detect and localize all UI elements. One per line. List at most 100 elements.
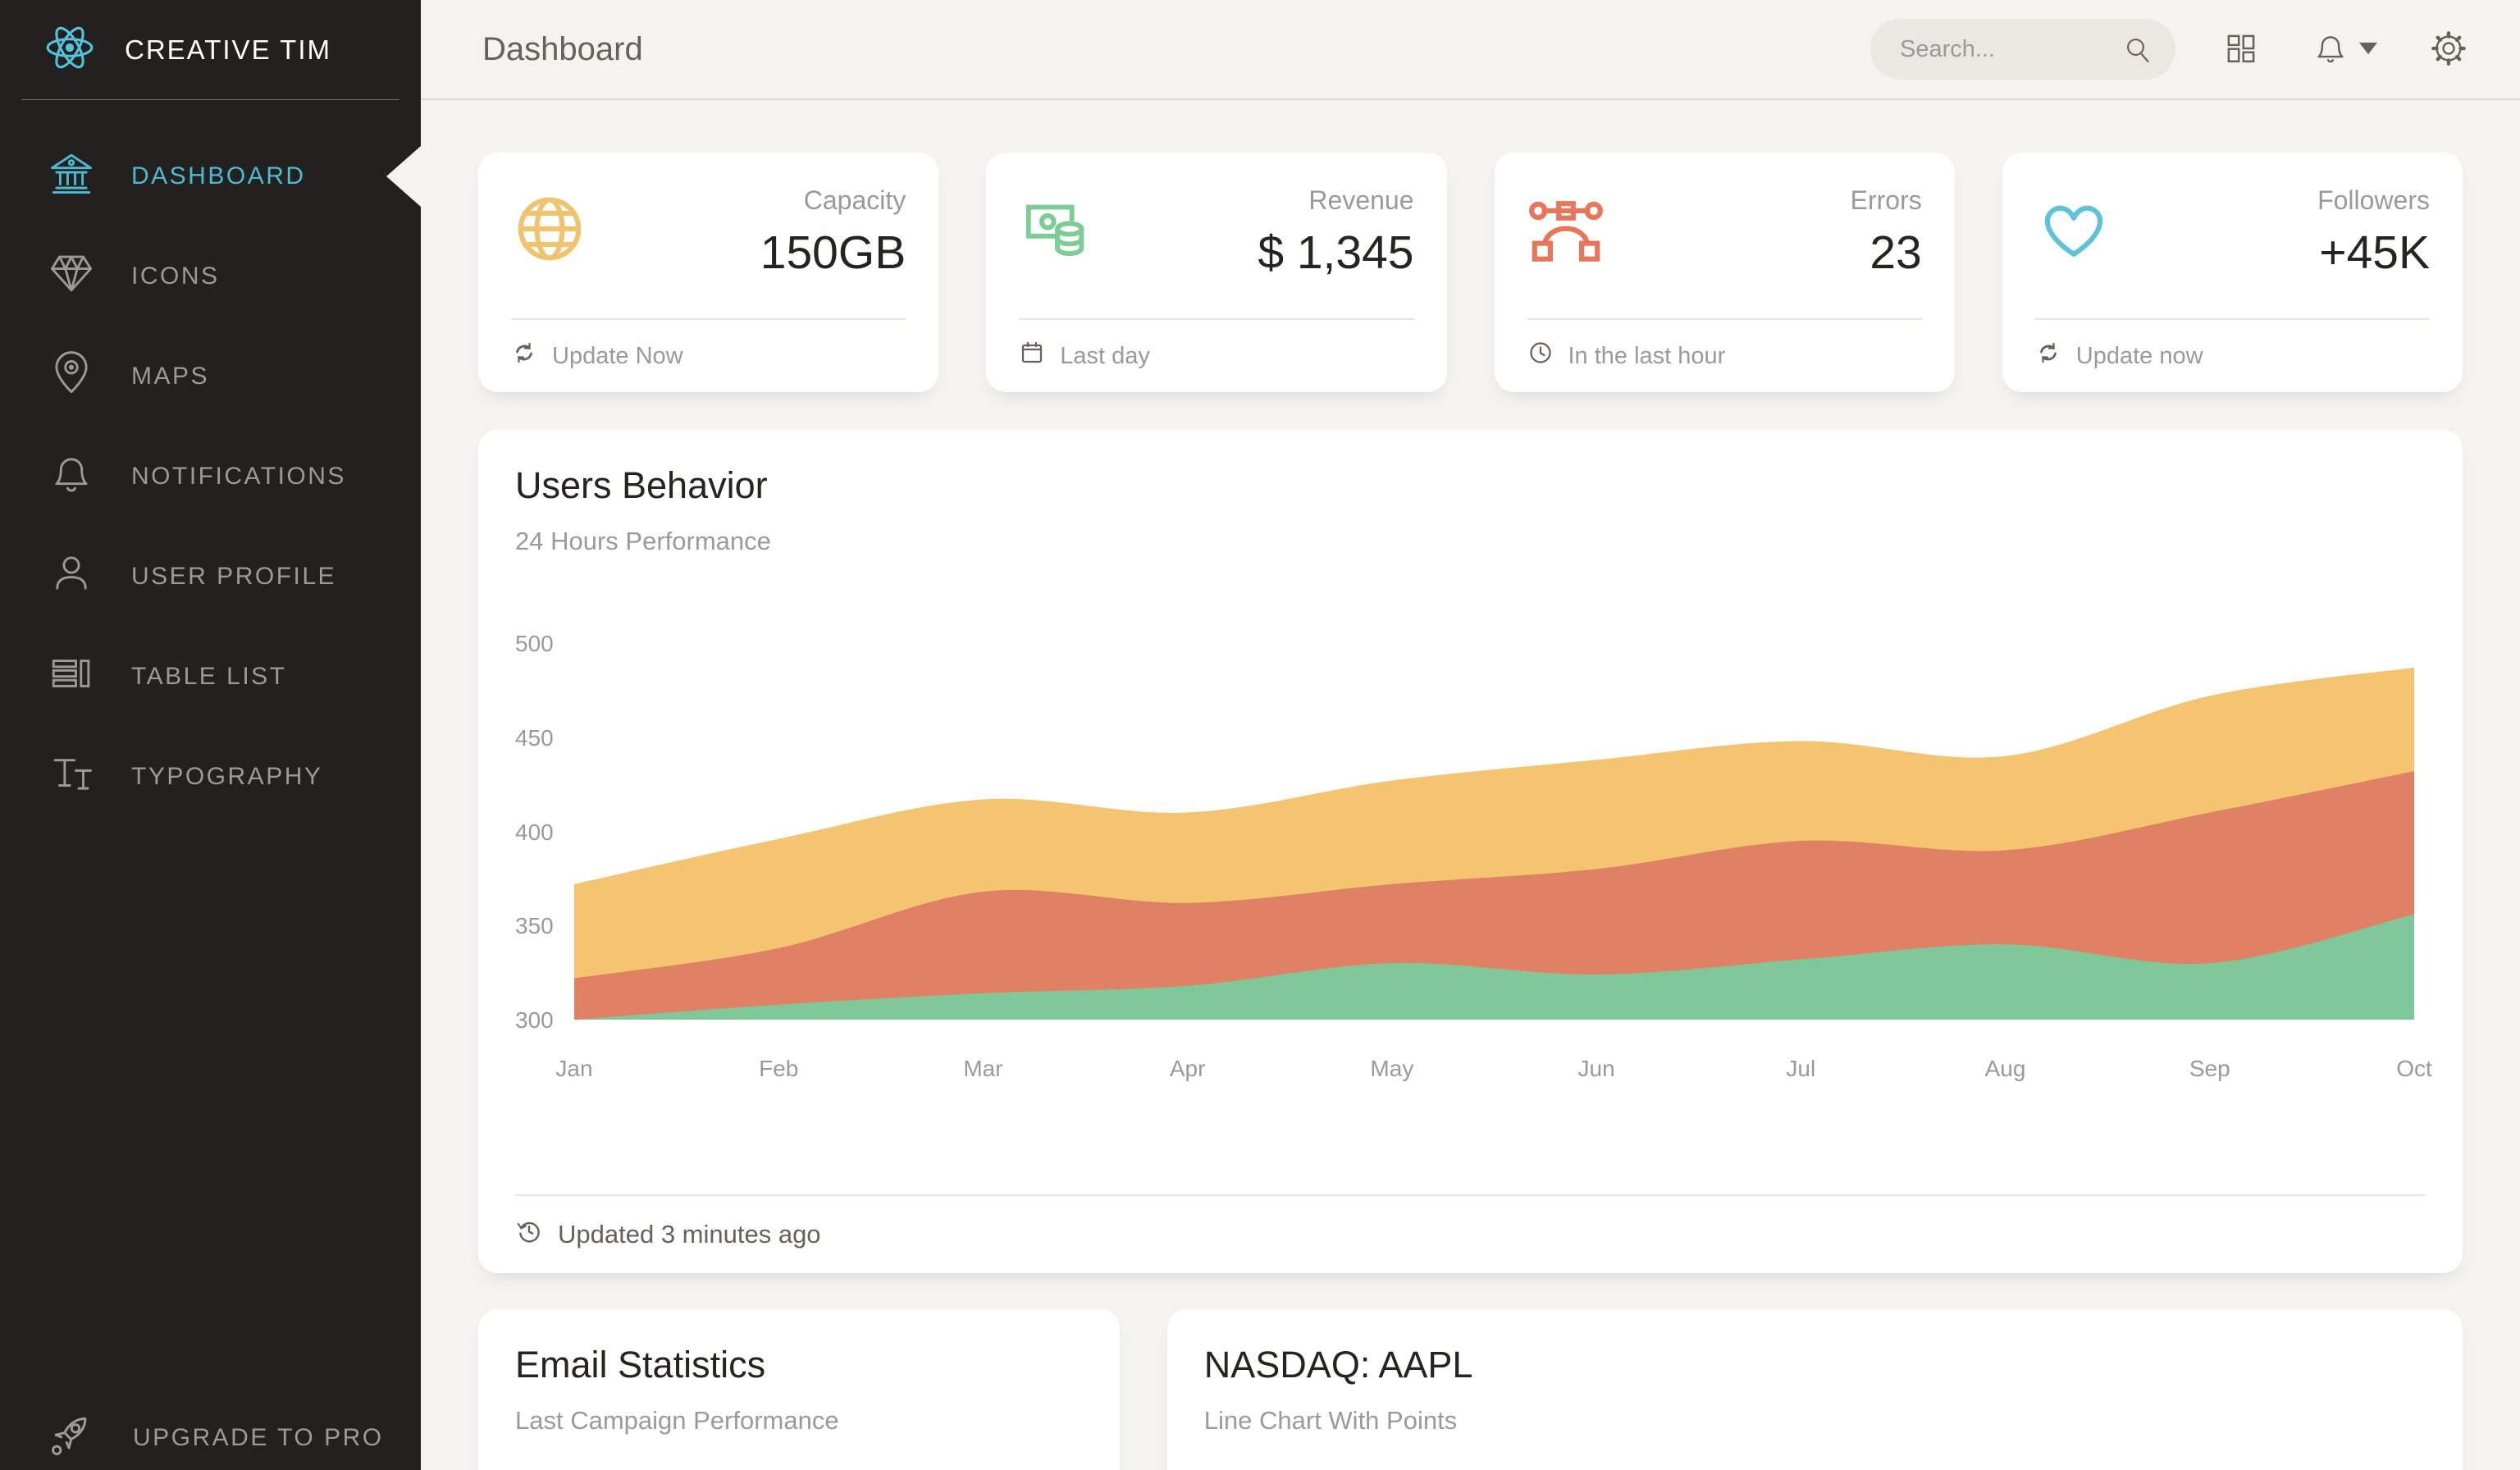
divider bbox=[1527, 318, 1922, 320]
notifications-button[interactable] bbox=[2307, 25, 2382, 75]
sidebar-item-maps[interactable]: MAPS bbox=[0, 326, 421, 427]
sidebar-item-label: TABLE LIST bbox=[131, 663, 287, 690]
bell-icon bbox=[2312, 30, 2349, 70]
x-axis-tick: Aug bbox=[1984, 1056, 2026, 1081]
search-input-wrap bbox=[1870, 19, 2175, 80]
stat-footer: In the last hour bbox=[1527, 320, 1922, 372]
chart-footer: Updated 3 minutes ago bbox=[515, 1196, 2426, 1252]
y-axis-tick: 500 bbox=[515, 631, 554, 656]
heart-icon bbox=[2035, 180, 2134, 318]
bank-icon bbox=[48, 149, 95, 203]
x-axis-tick: Jul bbox=[1786, 1056, 1816, 1081]
email-statistics-subtitle: Last Campaign Performance bbox=[515, 1406, 839, 1435]
y-axis-tick: 300 bbox=[515, 1007, 554, 1033]
stat-card-errors: Errors 23 In the last hour bbox=[1494, 153, 1955, 392]
settings-gear-button[interactable] bbox=[2425, 25, 2472, 75]
upgrade-to-pro-button[interactable]: UPGRADE TO PRO bbox=[0, 1388, 421, 1470]
stat-value: $ 1,345 bbox=[1258, 226, 1414, 279]
stat-card-capacity: Capacity 150GB Update Now bbox=[478, 153, 939, 392]
stat-label: Capacity bbox=[803, 185, 906, 215]
search-input[interactable] bbox=[1870, 19, 2175, 80]
map-pin-icon bbox=[48, 349, 95, 404]
top-navbar: Dashboard bbox=[421, 0, 2520, 100]
stat-footer: Last day bbox=[1019, 320, 1413, 372]
react-logo-icon bbox=[43, 21, 97, 79]
user-icon bbox=[48, 550, 95, 604]
nasdaq-card: NASDAQ: AAPL Line Chart With Points 70 bbox=[1166, 1309, 2463, 1470]
email-statistics-card: Email Statistics Last Campaign Performan… bbox=[478, 1309, 1120, 1470]
nasdaq-title: NASDAQ: AAPL bbox=[1203, 1344, 1473, 1386]
stat-label: Revenue bbox=[1308, 185, 1414, 215]
bottom-row: Email Statistics Last Campaign Performan… bbox=[478, 1309, 2463, 1470]
sidebar-item-dashboard[interactable]: DASHBOARD bbox=[0, 126, 421, 226]
rocket-icon bbox=[48, 1410, 97, 1466]
divider bbox=[511, 318, 906, 320]
upgrade-label: UPGRADE TO PRO bbox=[133, 1424, 384, 1451]
layout-grid-button[interactable] bbox=[2218, 25, 2264, 74]
sidebar-item-label: DASHBOARD bbox=[131, 162, 306, 189]
stat-value: +45K bbox=[2319, 226, 2430, 279]
sidebar-item-label: ICONS bbox=[131, 262, 220, 290]
stat-footer-text: Update now bbox=[2075, 342, 2203, 369]
sidebar-item-user-profile[interactable]: USER PROFILE bbox=[0, 527, 421, 627]
stat-card-revenue: Revenue $ 1,345 Last day bbox=[986, 153, 1447, 392]
sidebar-item-table-list[interactable]: TABLE LIST bbox=[0, 627, 421, 727]
list-icon bbox=[48, 650, 95, 704]
sidebar-item-notifications[interactable]: NOTIFICATIONS bbox=[0, 427, 421, 527]
x-axis-tick: Mar bbox=[963, 1056, 1003, 1081]
search-icon bbox=[2121, 33, 2154, 70]
sidebar-divider bbox=[21, 99, 399, 100]
stat-footer-text: Last day bbox=[1060, 342, 1150, 369]
page-title: Dashboard bbox=[482, 30, 643, 67]
bell-icon bbox=[48, 450, 95, 504]
stats-row: Capacity 150GB Update Now bbox=[478, 153, 2463, 392]
x-axis-tick: Sep bbox=[2189, 1056, 2230, 1081]
sidebar: CREATIVE TIM DASHBOARD ICONS bbox=[0, 0, 421, 1470]
divider bbox=[1019, 318, 1414, 320]
x-axis-tick: Jan bbox=[555, 1056, 593, 1081]
layout-grid-icon bbox=[2223, 30, 2259, 69]
sidebar-item-typography[interactable]: TYPOGRAPHY bbox=[0, 727, 421, 827]
x-axis-tick: Apr bbox=[1169, 1056, 1206, 1081]
divider bbox=[515, 1194, 2426, 1196]
nasdaq-plot bbox=[1255, 1449, 2426, 1470]
money-icon bbox=[1019, 180, 1117, 318]
calendar-icon bbox=[1019, 340, 1045, 372]
y-axis-tick: 450 bbox=[515, 724, 554, 751]
stat-card-followers: Followers +45K Update now bbox=[2002, 153, 2463, 392]
typography-icon bbox=[48, 750, 95, 804]
stat-footer-text: Update Now bbox=[552, 342, 683, 369]
caret-down-icon bbox=[2359, 42, 2377, 57]
refresh-icon bbox=[2035, 340, 2061, 372]
x-axis-tick: May bbox=[1370, 1056, 1414, 1081]
sidebar-brand[interactable]: CREATIVE TIM bbox=[0, 0, 421, 99]
stat-value: 150GB bbox=[760, 226, 906, 279]
sidebar-item-icons[interactable]: ICONS bbox=[0, 226, 421, 326]
users-behavior-chart: 500 450 400 350 300 Jan Feb Mar Apr May Jun Jul Aug S… bbox=[515, 592, 2432, 1109]
sidebar-item-label: USER PROFILE bbox=[131, 563, 337, 590]
y-axis-tick: 350 bbox=[515, 913, 554, 939]
update-now-link[interactable]: Update Now bbox=[511, 320, 906, 372]
vector-icon bbox=[1527, 180, 1626, 318]
brand-name: CREATIVE TIM bbox=[125, 34, 331, 65]
email-statistics-title: Email Statistics bbox=[515, 1344, 766, 1386]
sidebar-item-label: TYPOGRAPHY bbox=[131, 763, 323, 790]
stat-value: 23 bbox=[1869, 226, 1922, 279]
main-area: Dashboard bbox=[421, 0, 2520, 1470]
gear-icon bbox=[2430, 30, 2468, 70]
history-icon bbox=[515, 1217, 543, 1252]
nasdaq-chart: 70 bbox=[1204, 1449, 2426, 1470]
users-behavior-title: Users Behavior bbox=[515, 464, 768, 506]
refresh-icon bbox=[511, 340, 537, 372]
update-now-link[interactable]: Update now bbox=[2035, 320, 2430, 372]
users-behavior-subtitle: 24 Hours Performance bbox=[515, 527, 771, 555]
stat-footer-text: In the last hour bbox=[1568, 342, 1726, 369]
users-behavior-card: Users Behavior 24 Hours Performance 500 4… bbox=[478, 430, 2463, 1273]
globe-icon bbox=[511, 180, 609, 318]
navbar-actions bbox=[1870, 19, 2472, 80]
sidebar-nav: DASHBOARD ICONS MAPS bbox=[0, 126, 421, 827]
active-item-notch bbox=[386, 146, 421, 207]
content: Capacity 150GB Update Now bbox=[421, 100, 2520, 1470]
diamond-icon bbox=[48, 249, 95, 304]
stat-label: Errors bbox=[1850, 185, 1922, 215]
